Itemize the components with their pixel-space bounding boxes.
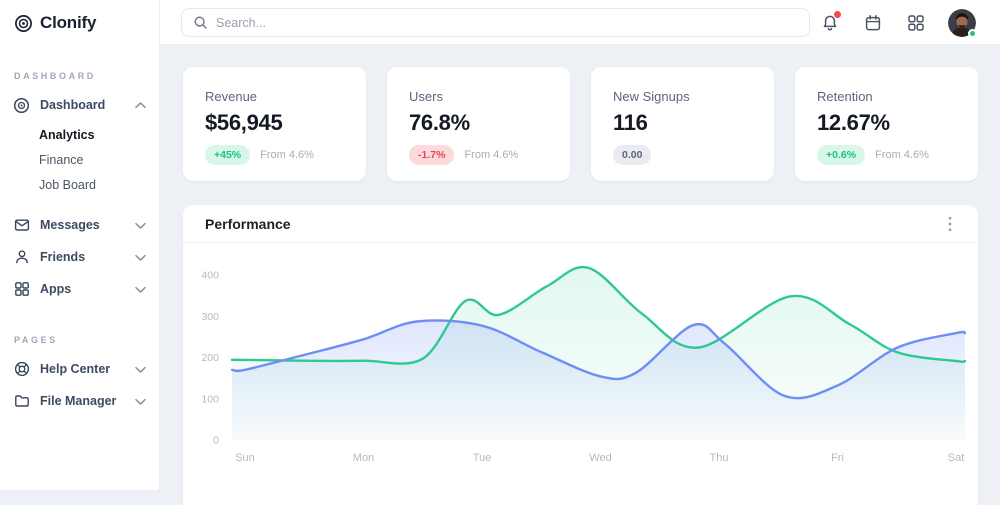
sidebar-item-label: File Manager (40, 394, 125, 408)
stat-note: From 4.6% (260, 149, 314, 161)
calendar-icon (863, 13, 883, 33)
folder-icon (13, 393, 30, 410)
stat-card-retention: Retention 12.67% +0.6% From 4.6% (795, 67, 978, 181)
user-avatar[interactable] (948, 9, 976, 37)
x-axis-label: Tue (473, 452, 492, 464)
y-axis-tick: 300 (201, 311, 219, 323)
lifebuoy-icon (13, 361, 30, 378)
y-axis-tick: 0 (213, 435, 219, 447)
stat-value: 76.8% (409, 110, 548, 136)
stat-card-new-signups: New Signups 116 0.00 (591, 67, 774, 181)
performance-chart: 0 100 200 300 400 Sun Mon Tue Wed Thu Fri Sat (183, 243, 978, 490)
sidebar-section-pages: PAGES (14, 335, 145, 345)
stat-change-badge: +45% (205, 145, 250, 165)
grid-icon (13, 281, 30, 298)
sidebar-item-apps[interactable]: Apps (0, 273, 159, 305)
apps-grid-icon (906, 13, 926, 33)
brand-name: Clonify (40, 13, 96, 33)
x-axis-label: Mon (353, 452, 374, 464)
x-axis-label: Sun (235, 452, 255, 464)
sidebar: Clonify DASHBOARD Dashboard Analytics Fi… (0, 0, 160, 490)
stat-card-revenue: Revenue $56,945 +45% From 4.6% (183, 67, 366, 181)
chevron-down-icon (135, 285, 146, 294)
stats-row: Revenue $56,945 +45% From 4.6% Users 76.… (183, 67, 978, 181)
stat-value: 116 (613, 110, 752, 136)
search-input[interactable] (216, 16, 798, 30)
brand-logo[interactable]: Clonify (0, 0, 159, 33)
stat-change-badge: 0.00 (613, 145, 651, 165)
sidebar-dashboard-submenu: Analytics Finance Job Board (0, 121, 159, 202)
y-axis-tick: 200 (201, 352, 219, 364)
topbar (160, 0, 1000, 45)
sidebar-section-dashboard: DASHBOARD (14, 71, 145, 81)
stat-value: $56,945 (205, 110, 344, 136)
topbar-actions (819, 0, 976, 45)
sidebar-item-label: Friends (40, 250, 125, 264)
stat-label: Users (409, 89, 548, 104)
apps-launcher-button[interactable] (905, 12, 927, 34)
person-icon (13, 249, 30, 266)
sidebar-item-analytics[interactable]: Analytics (0, 123, 159, 148)
sidebar-item-file-manager[interactable]: File Manager (0, 385, 159, 417)
stat-change-badge: +0.6% (817, 145, 865, 165)
brand-logo-icon (14, 14, 33, 33)
sidebar-item-job-board[interactable]: Job Board (0, 173, 159, 198)
panel-title: Performance (205, 216, 291, 232)
chevron-down-icon (135, 221, 146, 230)
chevron-down-icon (135, 253, 146, 262)
notification-badge-dot (834, 11, 841, 18)
sidebar-item-help-center[interactable]: Help Center (0, 353, 159, 385)
sidebar-item-dashboard[interactable]: Dashboard (0, 89, 159, 121)
search-icon (193, 15, 208, 30)
y-axis-tick: 100 (201, 393, 219, 405)
stat-note: From 4.6% (464, 149, 518, 161)
x-axis-label: Sat (948, 452, 965, 464)
calendar-button[interactable] (862, 12, 884, 34)
x-axis-label: Fri (831, 452, 844, 464)
stat-note: From 4.6% (875, 149, 929, 161)
sidebar-item-label: Messages (40, 218, 125, 232)
stat-label: New Signups (613, 89, 752, 104)
x-axis-label: Wed (589, 452, 611, 464)
performance-panel: Performance 0 100 200 300 400 Sun Mon Tue Wed Thu… (183, 205, 978, 505)
sidebar-item-friends[interactable]: Friends (0, 241, 159, 273)
y-axis-tick: 400 (201, 270, 219, 282)
x-axis-label: Thu (710, 452, 729, 464)
chevron-down-icon (135, 397, 146, 406)
stat-label: Retention (817, 89, 956, 104)
main-content: Revenue $56,945 +45% From 4.6% Users 76.… (160, 45, 1000, 490)
envelope-icon (13, 217, 30, 234)
notifications-button[interactable] (819, 12, 841, 34)
stat-change-badge: -1.7% (409, 145, 454, 165)
kebab-menu-icon[interactable] (944, 212, 956, 236)
search-box[interactable] (181, 8, 810, 37)
dashboard-icon (13, 97, 30, 114)
sidebar-item-label: Apps (40, 282, 125, 296)
sidebar-item-messages[interactable]: Messages (0, 209, 159, 241)
chevron-down-icon (135, 365, 146, 374)
sidebar-item-finance[interactable]: Finance (0, 148, 159, 173)
stat-label: Revenue (205, 89, 344, 104)
online-status-dot (968, 29, 977, 38)
sidebar-item-label: Dashboard (40, 98, 125, 112)
sidebar-item-label: Help Center (40, 362, 125, 376)
stat-card-users: Users 76.8% -1.7% From 4.6% (387, 67, 570, 181)
chevron-up-icon (135, 101, 146, 110)
stat-value: 12.67% (817, 110, 956, 136)
